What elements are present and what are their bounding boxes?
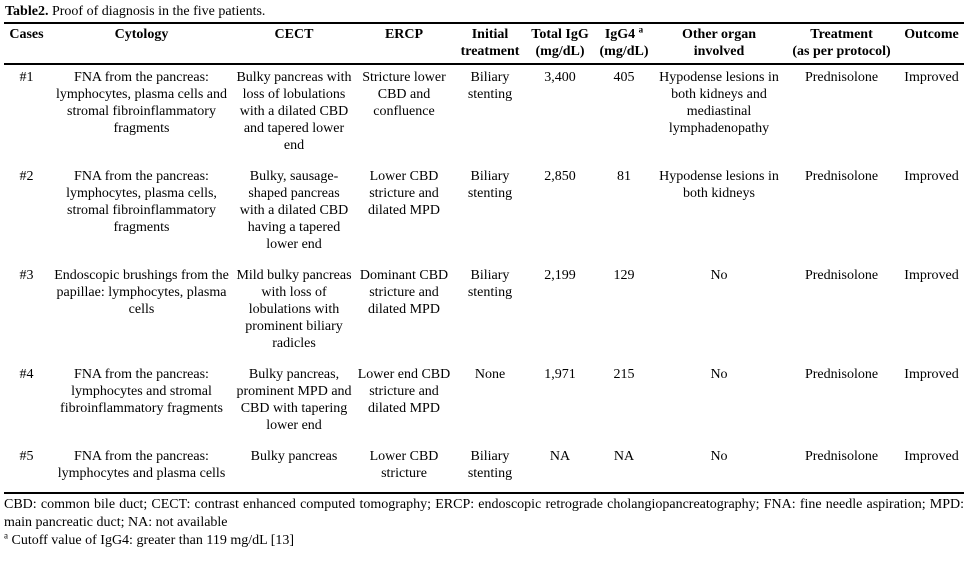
table-row-case-2: #2 FNA from the pancreas: lymphocytes, p…	[4, 164, 964, 263]
table-row-case-1: #1 FNA from the pancreas: lymphocytes, p…	[4, 64, 964, 164]
cell-total-igg: 3,400	[544, 70, 576, 85]
cell-other-organ: Hypodense lesions in both kidneys	[659, 169, 779, 201]
cell-cytology: FNA from the pancreas: lymphocytes, plas…	[66, 169, 217, 235]
table-caption-label: Table2.	[5, 4, 49, 19]
cell-initial-treatment: Biliary stenting	[467, 449, 513, 481]
header-label: Total IgG	[531, 27, 589, 42]
table-row-case-3: #3 Endoscopic brushings from the papilla…	[4, 263, 964, 362]
cell-ercp: Lower end CBD stricture and dilated MPD	[357, 367, 451, 416]
cell-case-id: #1	[19, 70, 34, 85]
header-label: (mg/dL)	[599, 44, 649, 59]
cell-total-igg: NA	[549, 449, 571, 464]
cell-cytology: FNA from the pancreas: lymphocytes and s…	[60, 367, 223, 416]
cell-igg4: 405	[613, 70, 635, 85]
footnote-marker: a	[638, 24, 644, 35]
abbreviations-note: CBD: common bile duct; CECT: contrast en…	[4, 497, 964, 530]
footnote-marker: a	[4, 530, 8, 541]
header-label: (as per protocol)	[792, 44, 891, 59]
cell-outcome: Improved	[904, 268, 959, 283]
diagnosis-table: Cases Cytology CECT ERCP Initial treatme…	[4, 22, 964, 494]
cell-initial-treatment: Biliary stenting	[467, 70, 513, 102]
header-label: involved	[693, 44, 745, 59]
header-label: ERCP	[384, 27, 424, 42]
header-label: Cases	[9, 27, 44, 42]
cell-igg4: NA	[613, 449, 635, 464]
cell-cytology: FNA from the pancreas: lymphocytes, plas…	[55, 70, 228, 136]
cell-cect: Bulky, sausage-shaped pancreas with a di…	[239, 169, 349, 252]
cell-initial-treatment: None	[474, 367, 506, 382]
header-label: CECT	[274, 27, 314, 42]
col-header-cases: Cases	[4, 23, 49, 65]
cell-total-igg: 2,199	[544, 268, 576, 283]
cell-outcome: Improved	[904, 70, 959, 85]
header-label: treatment	[460, 44, 520, 59]
col-header-cect: CECT	[234, 23, 354, 65]
cell-ercp: Lower CBD stricture and dilated MPD	[368, 169, 440, 218]
col-header-igg4: IgG4 a (mg/dL)	[594, 23, 654, 65]
cell-treatment: Prednisolone	[804, 449, 879, 464]
col-header-total-igg: Total IgG (mg/dL)	[526, 23, 594, 65]
header-label: Other organ	[681, 27, 756, 42]
header-label: Cytology	[114, 27, 169, 42]
cell-cytology: FNA from the pancreas: lymphocytes and p…	[57, 449, 226, 481]
col-header-initial-treatment: Initial treatment	[454, 23, 526, 65]
cell-other-organ: No	[710, 268, 728, 283]
cell-case-id: #3	[19, 268, 34, 283]
cell-treatment: Prednisolone	[804, 70, 879, 85]
cell-ercp: Stricture lower CBD and confluence	[362, 70, 446, 119]
cell-cect: Bulky pancreas, prominent MPD and CBD wi…	[236, 367, 352, 433]
cell-total-igg: 1,971	[544, 367, 576, 382]
cell-igg4: 215	[613, 367, 635, 382]
table-row-case-5: #5 FNA from the pancreas: lymphocytes an…	[4, 444, 964, 493]
header-label-main: IgG4	[604, 27, 636, 42]
header-label: Treatment	[810, 27, 873, 42]
cell-cect: Bulky pancreas	[250, 449, 338, 464]
header-label: (mg/dL)	[535, 44, 585, 59]
cell-cect: Bulky pancreas with loss of lobulations …	[236, 70, 352, 153]
cell-igg4: 129	[613, 268, 635, 283]
table-caption-text: Proof of diagnosis in the five patients.	[48, 4, 266, 19]
cell-igg4: 81	[617, 169, 631, 184]
cell-treatment: Prednisolone	[804, 367, 879, 382]
col-header-ercp: ERCP	[354, 23, 454, 65]
cell-initial-treatment: Biliary stenting	[467, 268, 513, 300]
cell-total-igg: 2,850	[544, 169, 576, 184]
col-header-cytology: Cytology	[49, 23, 234, 65]
cell-outcome: Improved	[904, 449, 959, 464]
cell-treatment: Prednisolone	[804, 268, 879, 283]
cell-outcome: Improved	[904, 367, 959, 382]
cell-other-organ: Hypodense lesions in both kidneys and me…	[659, 70, 779, 136]
cell-cect: Mild bulky pancreas with loss of lobulat…	[236, 268, 352, 351]
cell-ercp: Dominant CBD stricture and dilated MPD	[359, 268, 449, 317]
header-label: Initial	[471, 27, 509, 42]
cell-treatment: Prednisolone	[804, 169, 879, 184]
col-header-outcome: Outcome	[899, 23, 964, 65]
cutoff-note: a Cutoff value of IgG4: greater than 119…	[4, 530, 964, 550]
cell-other-organ: No	[710, 367, 728, 382]
cell-cytology: Endoscopic brushings from the papillae: …	[54, 268, 229, 317]
cell-case-id: #5	[19, 449, 34, 464]
col-header-other-organ: Other organ involved	[654, 23, 784, 65]
cell-outcome: Improved	[904, 169, 959, 184]
header-row: Cases Cytology CECT ERCP Initial treatme…	[4, 23, 964, 65]
table-row-case-4: #4 FNA from the pancreas: lymphocytes an…	[4, 362, 964, 444]
header-label: IgG4 a	[595, 24, 653, 43]
header-label: Outcome	[904, 27, 959, 42]
cell-other-organ: No	[710, 449, 728, 464]
cell-ercp: Lower CBD stricture	[369, 449, 439, 481]
col-header-treatment: Treatment (as per protocol)	[784, 23, 899, 65]
cutoff-note-text: Cutoff value of IgG4: greater than 119 m…	[8, 533, 295, 548]
table-caption: Table2. Proof of diagnosis in the five p…	[4, 2, 965, 22]
cell-case-id: #2	[19, 169, 34, 184]
table-footnotes: CBD: common bile duct; CECT: contrast en…	[4, 494, 964, 550]
cell-initial-treatment: Biliary stenting	[467, 169, 513, 201]
cell-case-id: #4	[19, 367, 34, 382]
